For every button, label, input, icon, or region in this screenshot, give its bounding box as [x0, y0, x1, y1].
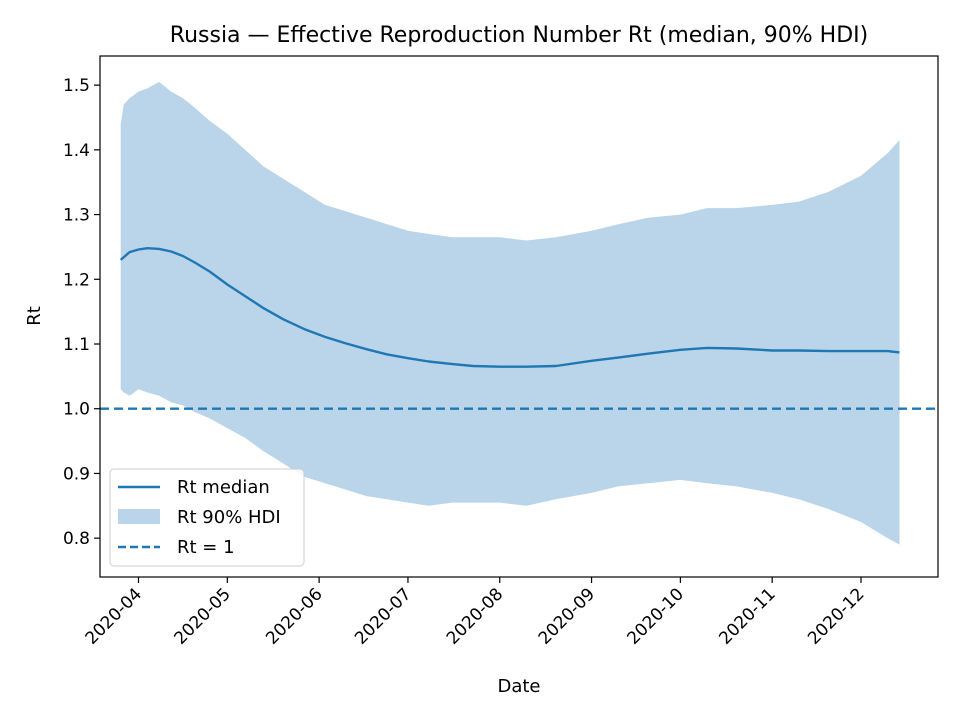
hdi-band [120, 81, 900, 545]
legend: Rt median Rt 90% HDI Rt = 1 [109, 468, 305, 567]
legend-reference-label: Rt = 1 [177, 537, 235, 558]
plot-frame [99, 55, 939, 578]
chart-title: Russia — Effective Reproduction Number R… [170, 23, 868, 48]
legend-hdi-swatch [118, 509, 160, 524]
y-axis: 0.8 0.9 1.0 1.1 1.2 1.3 1.4 1.5 [63, 76, 100, 549]
plot-area [99, 55, 939, 578]
y-tick-label: 1.3 [63, 206, 90, 226]
y-tick-label: 0.8 [63, 529, 90, 549]
x-axis-label: Date [497, 676, 540, 697]
y-tick-label: 1.2 [63, 270, 90, 290]
y-tick-label: 1.5 [63, 76, 90, 96]
y-tick-label: 1.4 [63, 141, 90, 161]
y-tick-label: 1.0 [63, 400, 90, 420]
y-tick-label: 0.9 [63, 464, 90, 484]
median-line [119, 247, 900, 368]
legend-hdi-label: Rt 90% HDI [177, 507, 281, 528]
legend-median-label: Rt median [177, 477, 270, 498]
legend-box [109, 468, 305, 567]
y-tick-label: 1.1 [63, 335, 90, 355]
y-axis-label: Rt [24, 306, 45, 326]
